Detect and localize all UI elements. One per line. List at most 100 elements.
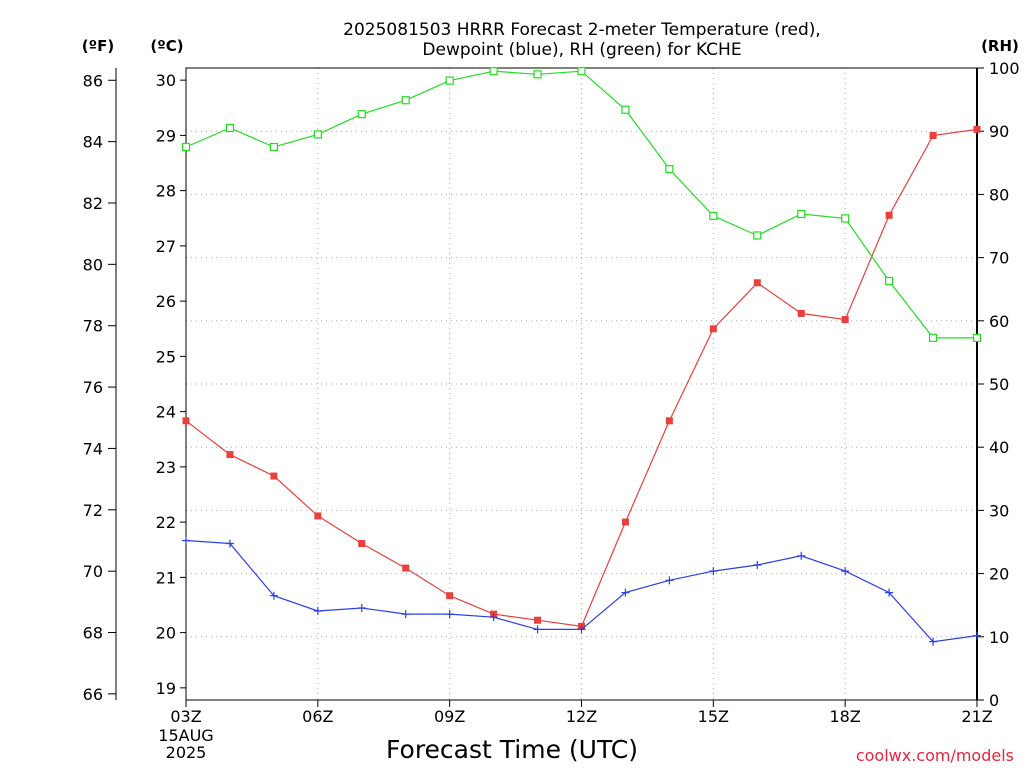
temperature-data-point [709, 325, 717, 333]
fahrenheit-tick-label: 86 [83, 71, 103, 90]
dewpoint-data-point [665, 576, 674, 585]
rh-data-point [665, 165, 674, 174]
rh-data-point [797, 209, 806, 219]
dewpoint-data-point [577, 625, 586, 634]
temperature-data-point [797, 309, 805, 317]
rh-data-point [357, 110, 366, 119]
rh-data-point [445, 76, 454, 85]
dewpoint-data-point [841, 567, 850, 576]
rh-tick-label: 40 [989, 438, 1009, 457]
temperature-data-point [885, 211, 893, 219]
celsius-tick-label: 26 [156, 292, 176, 311]
rh-axis-unit-label: (RH) [981, 37, 1019, 55]
x-tick-label: 15Z [698, 707, 729, 726]
rh-data-point [401, 96, 410, 105]
rh-tick-label: 50 [989, 375, 1009, 394]
rh-tick-label: 10 [989, 628, 1009, 647]
temperature-data-point [270, 472, 278, 480]
dewpoint-data-point [313, 607, 322, 616]
x-tick-label: 21Z [961, 707, 992, 726]
rh-data-point [841, 214, 850, 223]
rh-data-point [928, 333, 938, 342]
dewpoint-data-point [885, 588, 894, 597]
rh-series-line [185, 70, 977, 339]
fahrenheit-tick-label: 76 [83, 378, 103, 397]
dewpoint-data-point [621, 588, 630, 597]
celsius-tick-label: 23 [156, 458, 176, 477]
x-tick-label: 12Z [566, 707, 597, 726]
grid-lines [186, 68, 977, 700]
dewpoint-data-point [489, 613, 498, 622]
rh-tick-label: 100 [989, 59, 1020, 78]
fahrenheit-tick-label: 80 [83, 255, 103, 274]
celsius-tick-label: 20 [156, 624, 176, 643]
series-layer [181, 67, 982, 646]
temperature-data-point [226, 451, 234, 459]
fahrenheit-tick-label: 66 [83, 685, 103, 704]
chart-title: 2025081503 HRRR Forecast 2-meter Tempera… [343, 20, 821, 40]
x-date-year-label: 2025 [166, 743, 207, 762]
dewpoint-data-point [182, 536, 190, 545]
celsius-tick-label: 30 [156, 71, 176, 90]
rh-data-point [885, 276, 894, 286]
temperature-data-point [358, 540, 366, 548]
x-date-day-label: 15AUG [158, 726, 213, 745]
celsius-tick-label: 27 [156, 237, 176, 256]
dewpoint-data-point [753, 561, 762, 570]
dewpoint-data-point [269, 591, 278, 600]
celsius-tick-label: 25 [156, 347, 176, 366]
rh-tick-label: 30 [989, 501, 1009, 520]
dewpoint-data-point [709, 567, 718, 576]
temperature-data-point [621, 518, 629, 526]
x-tick-label: 06Z [302, 707, 333, 726]
fahrenheit-tick-label: 72 [83, 501, 103, 520]
chart-subtitle: Dewpoint (blue), RH (green) for KCHE [422, 40, 741, 60]
celsius-tick-label: 19 [156, 679, 176, 698]
fahrenheit-tick-label: 70 [83, 562, 103, 581]
fahrenheit-axis-unit-label: (ºF) [82, 37, 114, 55]
rh-tick-label: 0 [989, 691, 999, 710]
rh-data-point [709, 211, 718, 220]
x-axis-title: Forecast Time (UTC) [386, 735, 638, 764]
temperature-data-point [534, 616, 542, 624]
x-tick-label: 03Z [170, 707, 201, 726]
fahrenheit-tick-label: 68 [83, 624, 103, 643]
temperature-data-point [314, 512, 322, 520]
rh-data-point [181, 142, 191, 152]
fahrenheit-tick-label: 84 [83, 133, 103, 152]
fahrenheit-tick-label: 74 [83, 439, 103, 458]
rh-data-point [621, 105, 630, 114]
rh-tick-label: 80 [989, 185, 1009, 204]
rh-data-point [533, 70, 542, 79]
temperature-data-point [446, 592, 454, 600]
celsius-tick-label: 21 [156, 568, 176, 587]
celsius-axis-unit-label: (ºC) [150, 37, 183, 55]
rh-data-point [753, 231, 762, 240]
rh-tick-label: 70 [989, 249, 1009, 268]
rh-data-point [313, 130, 322, 139]
celsius-tick-label: 29 [156, 126, 176, 145]
x-tick-label: 09Z [434, 707, 465, 726]
rh-data-point [489, 67, 498, 76]
fahrenheit-tick-label: 82 [83, 194, 103, 213]
rh-tick-label: 90 [989, 122, 1009, 141]
credit-link[interactable]: coolwx.com/models [856, 746, 1014, 765]
dewpoint-data-point [357, 603, 366, 612]
rh-tick-label: 20 [989, 565, 1009, 584]
rh-data-point [972, 333, 982, 342]
dewpoint-data-point [929, 637, 938, 646]
temperature-data-point [753, 279, 761, 287]
temperature-data-point [841, 316, 849, 324]
fahrenheit-tick-label: 78 [83, 317, 103, 336]
x-tick-label: 18Z [830, 707, 861, 726]
rh-data-point [225, 123, 235, 133]
dewpoint-data-point [797, 551, 806, 560]
temperature-data-point [973, 125, 981, 133]
dewpoint-data-point [533, 625, 542, 634]
rh-data-point [269, 142, 278, 152]
rh-data-point [577, 67, 586, 76]
dewpoint-data-point [225, 539, 234, 548]
celsius-tick-label: 28 [156, 182, 176, 201]
celsius-tick-label: 22 [156, 513, 176, 532]
